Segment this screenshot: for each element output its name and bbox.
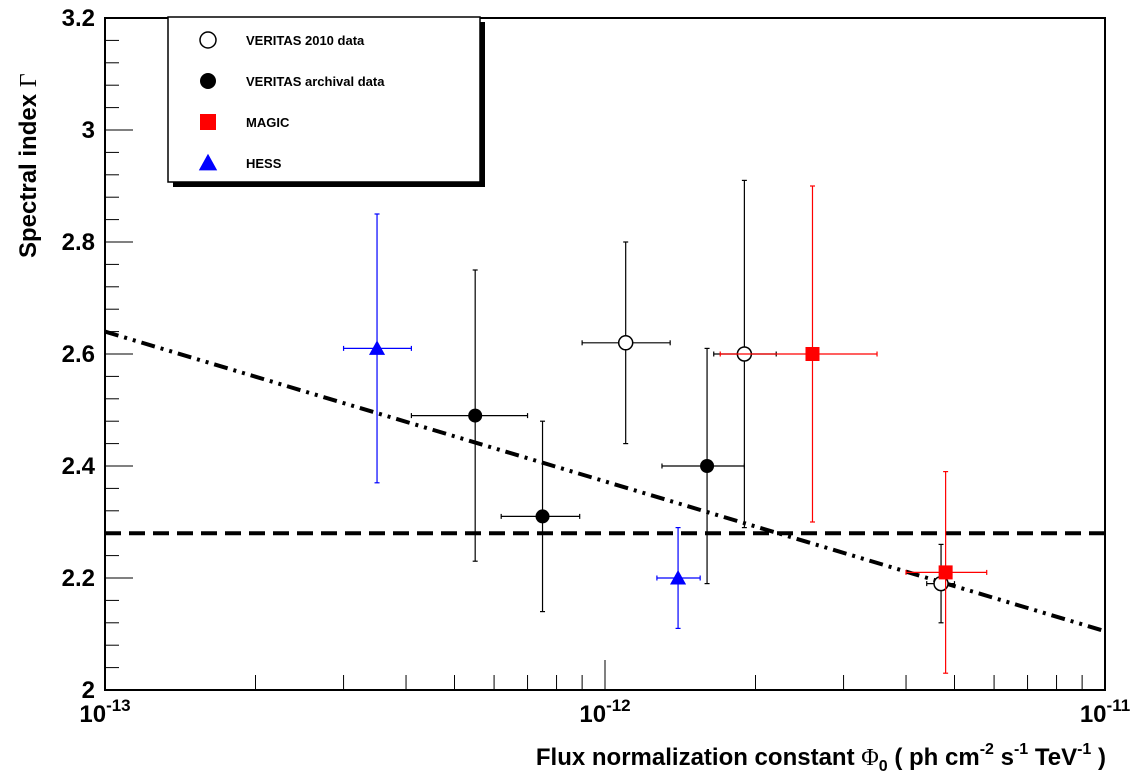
triangle-marker (670, 569, 687, 585)
triangle-marker (198, 153, 218, 171)
series-hess (342, 213, 701, 630)
series-magic (719, 185, 988, 674)
filled-circle-marker (535, 509, 550, 524)
series-veritas-archival-data (410, 269, 745, 613)
data-point (656, 526, 701, 630)
data-point (926, 543, 956, 624)
y-axis-title: Spectral index Γ (15, 73, 42, 258)
y-axis-title-symbol: Γ (16, 73, 42, 87)
square-marker (938, 565, 953, 580)
y-tick-label: 3.2 (62, 5, 95, 32)
legend-entry: VERITAS 2010 data (199, 31, 365, 49)
fit-lines (104, 329, 1106, 634)
square-marker (805, 347, 820, 361)
x-axis-title-unit-tev: TeV (1028, 744, 1077, 771)
legend-entry: MAGIC (200, 114, 290, 130)
legend-label: HESS (246, 156, 282, 171)
legend-label: VERITAS 2010 data (246, 33, 365, 48)
square-marker (200, 114, 216, 130)
x-tick-labels: 10-13 10-12 10-11 (79, 696, 1130, 728)
x-axis-title-prefix: Flux normalization constant (536, 744, 861, 771)
y-tick-label: 3 (82, 117, 95, 144)
x-axis-title-symbol-sub: 0 (879, 758, 888, 775)
x-axis-title-tev-exp: -1 (1077, 741, 1091, 758)
triangle-marker (368, 340, 386, 355)
x-tick-label: 10-13 (79, 696, 130, 728)
open-circle-marker (617, 335, 634, 351)
data-point (581, 241, 671, 445)
axis-ticks (104, 17, 1106, 691)
data-point (410, 269, 529, 562)
x-axis-title-cm-exp: -2 (980, 741, 994, 758)
data-point (342, 213, 412, 484)
y-tick-label: 2.2 (62, 565, 95, 592)
x-axis-title: Flux normalization constant Φ0 ( ph cm-2… (536, 741, 1106, 775)
data-points (342, 179, 988, 674)
x-tick-base: 10 (1080, 701, 1107, 728)
filled-circle-marker (200, 73, 216, 89)
y-tick-label: 2.6 (62, 341, 95, 368)
legend-box (167, 16, 481, 183)
x-tick-label: 10-11 (1080, 696, 1130, 728)
y-tick-labels: 2 2.2 2.4 2.6 2.8 3 3.2 (62, 5, 96, 704)
data-point (719, 185, 878, 523)
y-tick-label: 2.8 (62, 229, 95, 256)
legend-label: VERITAS archival data (246, 74, 385, 89)
power-law-fit-line (104, 329, 1106, 634)
x-tick-exponent: -13 (106, 696, 131, 715)
y-tick-label: 2 (82, 677, 95, 704)
filled-circle-marker (468, 408, 483, 423)
x-tick-base: 10 (579, 701, 606, 728)
x-axis-title-unit-s: s (994, 744, 1014, 771)
legend-entry: HESS (198, 153, 282, 171)
y-axis-title-text: Spectral index (15, 87, 42, 258)
open-circle-marker (199, 31, 217, 49)
x-axis-title-s-exp: -1 (1014, 741, 1028, 758)
filled-circle-marker (700, 459, 715, 473)
legend-entry: VERITAS archival data (200, 73, 385, 89)
y-tick-label: 2.4 (62, 453, 96, 480)
x-tick-exponent: -11 (1107, 696, 1131, 715)
x-tick-base: 10 (79, 701, 106, 728)
legend-items: VERITAS 2010 data VERITAS archival data MA… (198, 31, 385, 171)
x-axis-title-unit-close: ) (1091, 744, 1106, 771)
data-point (661, 347, 745, 585)
data-point (905, 471, 988, 674)
legend: VERITAS 2010 data VERITAS archival data MA… (167, 16, 485, 187)
data-point (500, 420, 581, 613)
x-tick-exponent: -12 (606, 696, 631, 715)
legend-label: MAGIC (246, 115, 290, 130)
x-axis-title-unit-open: ( ph cm (888, 744, 980, 771)
x-tick-label: 10-12 (579, 696, 630, 728)
x-axis-title-symbol: Φ (861, 745, 879, 771)
